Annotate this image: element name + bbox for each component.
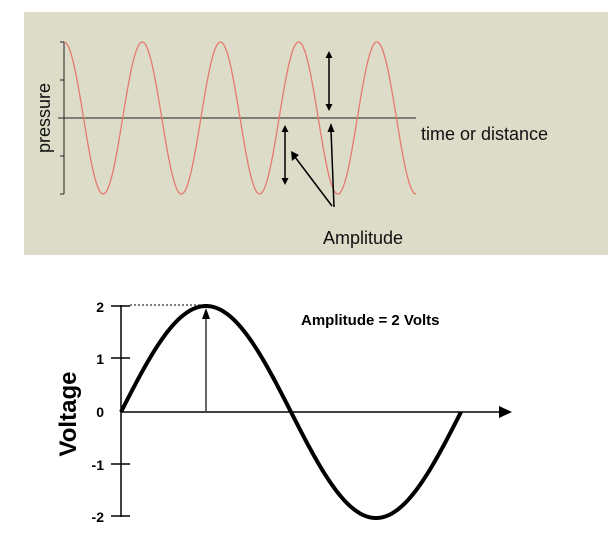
voltage-axis-label: Voltage — [55, 372, 82, 457]
amplitude-label: Amplitude — [323, 228, 403, 248]
pressure-wave-line — [63, 41, 417, 195]
pressure-wave-panel: pressure time or distance Amplitude — [24, 12, 608, 255]
panel-background — [24, 12, 608, 255]
voltage-wave-panel: 2 1 0 -1 -2 Voltage Amplitude = 2 Volts — [55, 299, 512, 525]
amplitude-volts-label: Amplitude = 2 Volts — [301, 312, 440, 329]
y-tick-label: -2 — [92, 509, 105, 525]
amplitude-arrow-lower — [281, 125, 289, 185]
amplitude-pointer-right — [327, 123, 335, 208]
amplitude-pointer-left — [291, 151, 333, 207]
voltage-wave-line — [119, 303, 463, 521]
x-axis-arrowhead — [499, 406, 512, 418]
amplitude-arrow-upper — [325, 51, 333, 111]
amplitude-arrow — [202, 308, 210, 411]
time-axis-label: time or distance — [421, 124, 548, 144]
pressure-axis-label: pressure — [34, 83, 54, 153]
y-tick-label: -1 — [92, 457, 105, 473]
y-tick-label: 0 — [96, 404, 104, 420]
y-tick-label: 2 — [96, 299, 104, 315]
y-tick-label: 1 — [96, 351, 104, 367]
